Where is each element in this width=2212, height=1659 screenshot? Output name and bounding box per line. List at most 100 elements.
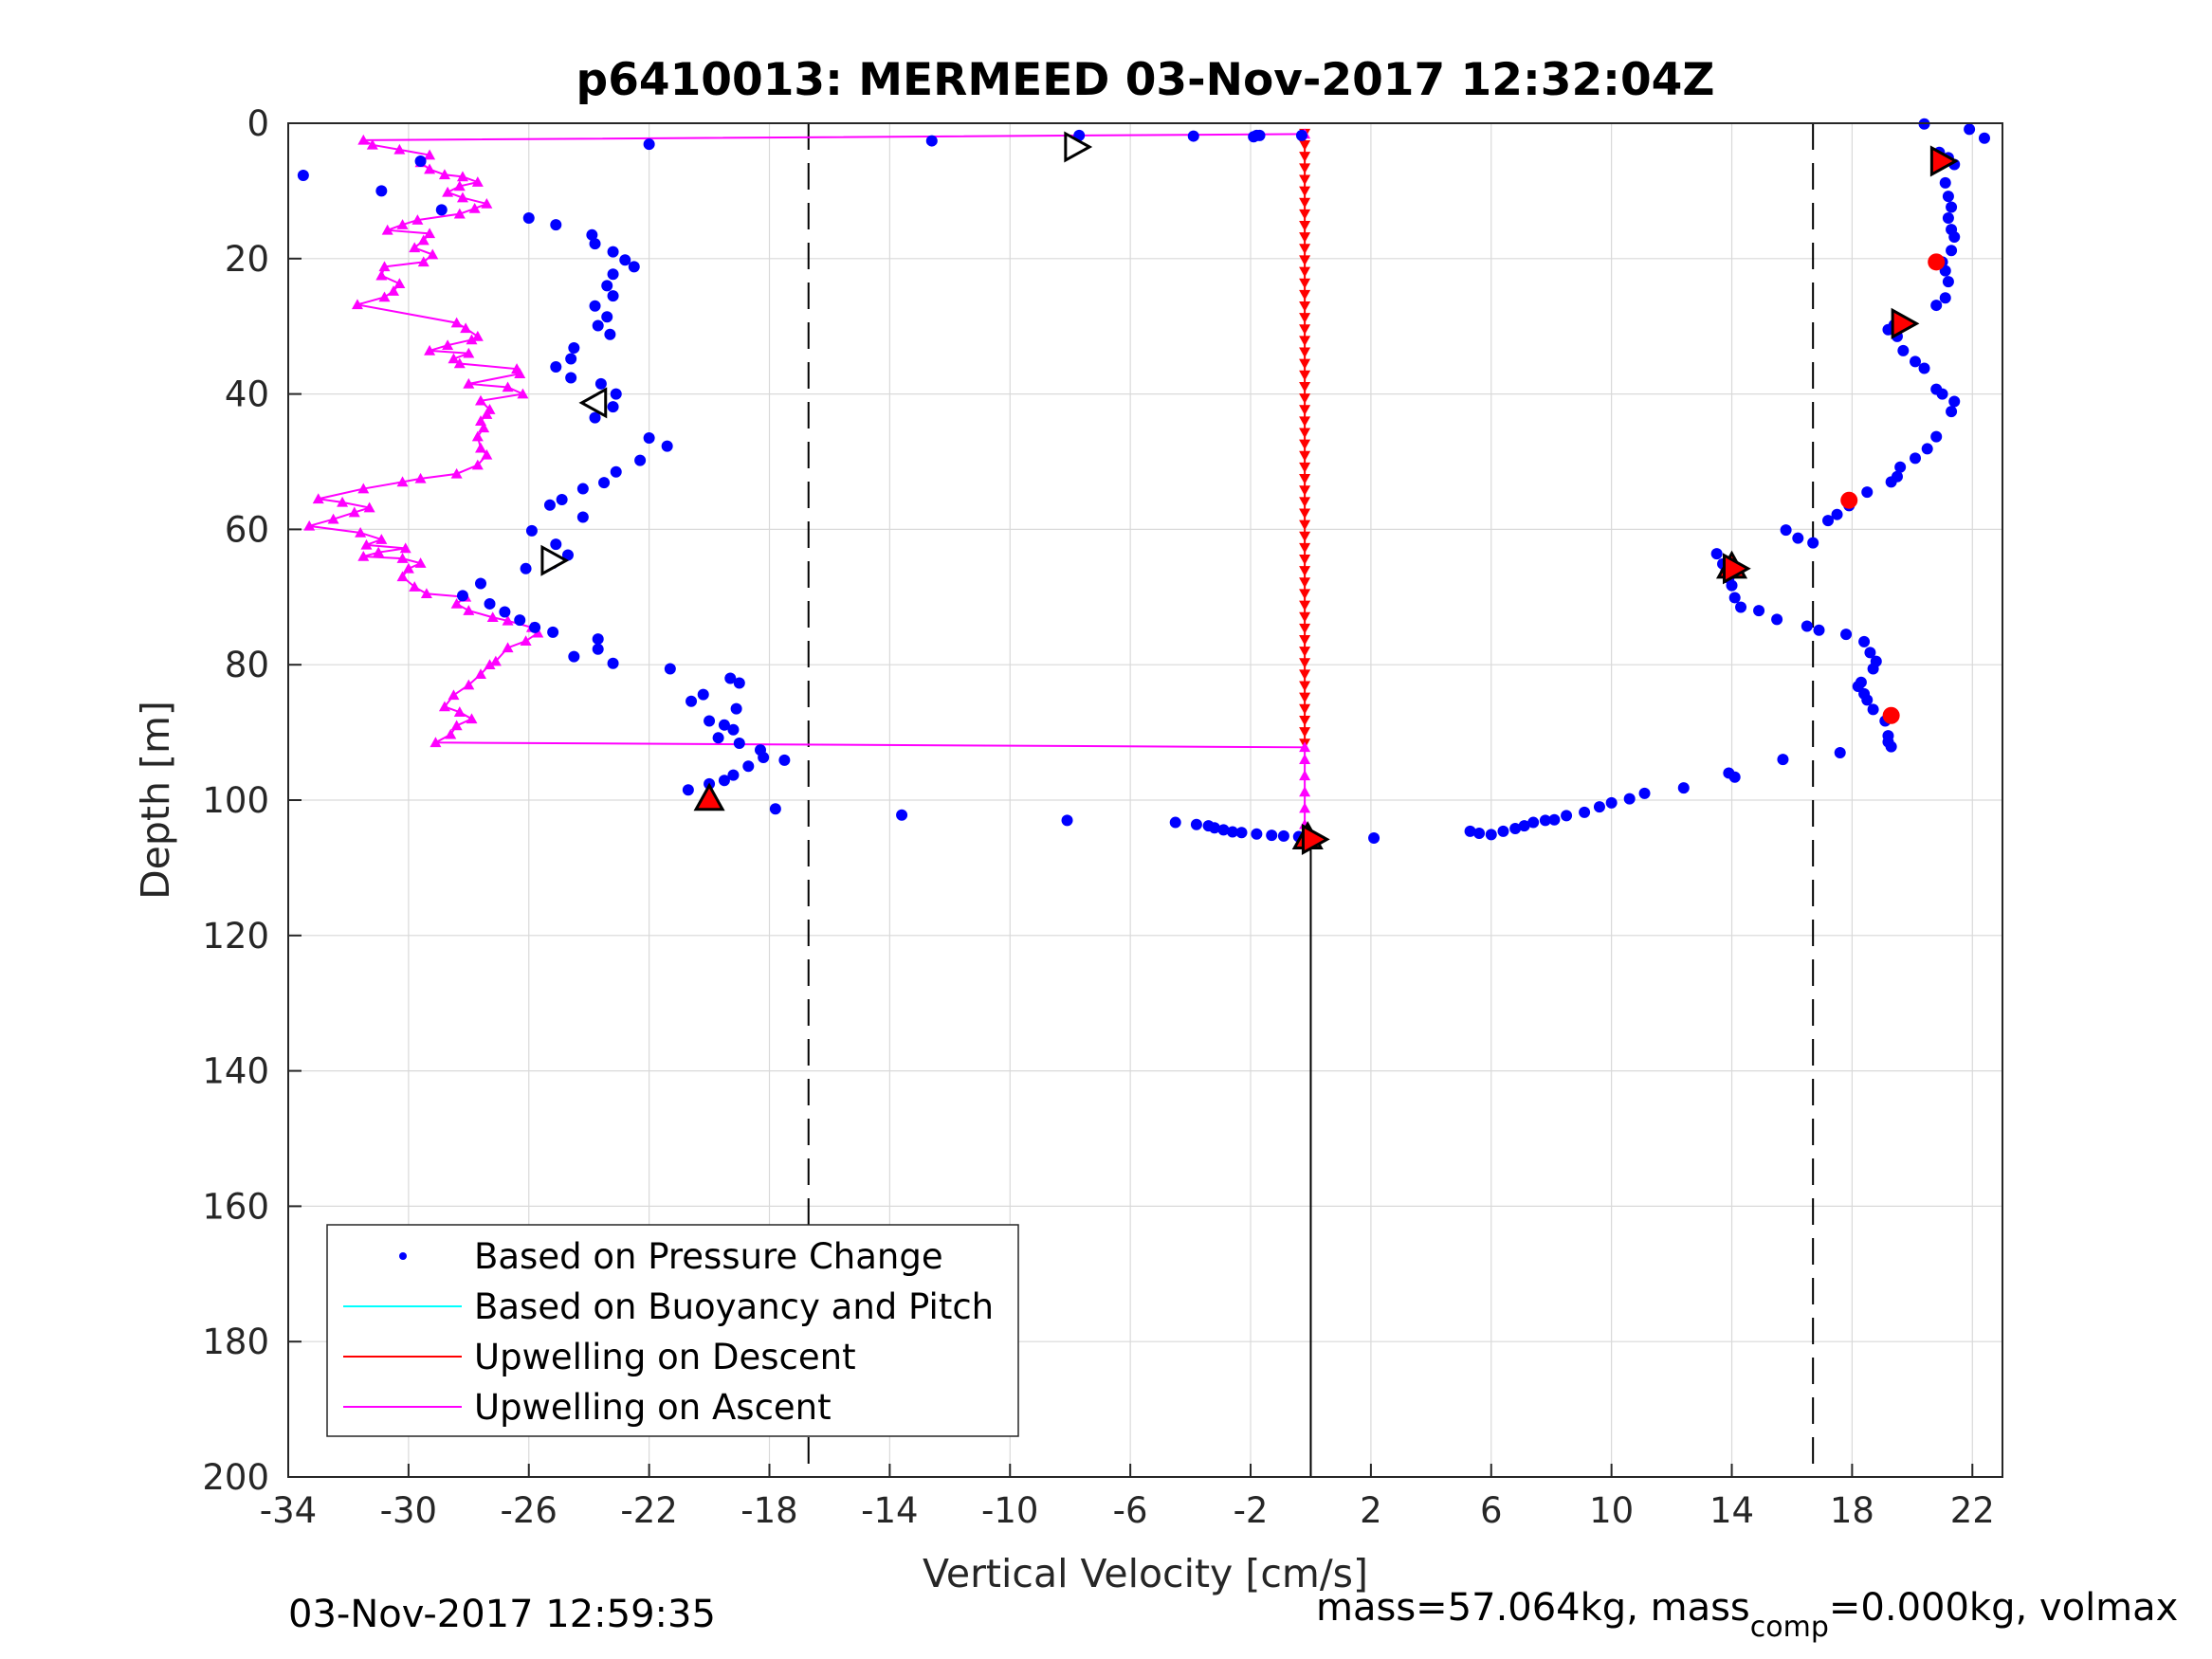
pressure-point bbox=[1579, 806, 1591, 818]
pressure-point bbox=[592, 319, 604, 332]
descent-point bbox=[1299, 301, 1311, 312]
pressure-point bbox=[1735, 601, 1747, 613]
ascent-point bbox=[424, 149, 436, 160]
pressure-point bbox=[1855, 676, 1867, 688]
pressure-point bbox=[1894, 461, 1907, 473]
pressure-point bbox=[1930, 300, 1943, 312]
event-marker-circle bbox=[1882, 706, 1900, 724]
x-tick-label: 14 bbox=[1709, 1490, 1754, 1531]
descent-point bbox=[1299, 152, 1311, 162]
ascent-point bbox=[448, 689, 460, 701]
pressure-point bbox=[514, 614, 526, 627]
x-tick-label: 2 bbox=[1360, 1490, 1382, 1531]
pressure-point bbox=[1728, 592, 1741, 604]
descent-point bbox=[1299, 520, 1311, 531]
descent-point bbox=[1299, 278, 1311, 289]
pressure-point bbox=[484, 597, 496, 610]
pressure-point bbox=[589, 411, 601, 424]
pressure-point bbox=[601, 311, 613, 323]
y-tick-label: 160 bbox=[202, 1186, 269, 1227]
descent-point bbox=[1299, 289, 1311, 301]
descent-point bbox=[1299, 428, 1311, 439]
pressure-point bbox=[1217, 824, 1230, 836]
ascent-point bbox=[1299, 770, 1311, 781]
descent-point bbox=[1299, 370, 1311, 381]
pressure-point bbox=[375, 185, 388, 197]
footer-mass-subscript: comp bbox=[1750, 1611, 1829, 1644]
ascent-point bbox=[378, 291, 391, 302]
descent-point bbox=[1299, 600, 1311, 611]
y-tick-label: 60 bbox=[225, 509, 269, 550]
descent-point bbox=[1299, 358, 1311, 370]
footer-mass-part2: =0.000kg, volmax bbox=[1829, 1586, 2178, 1630]
pressure-point bbox=[1638, 787, 1651, 799]
pressure-point bbox=[1266, 830, 1278, 842]
event-marker-triangle bbox=[693, 782, 725, 811]
pressure-point bbox=[1939, 292, 1951, 304]
pressure-point bbox=[522, 211, 535, 224]
pressure-point bbox=[1497, 825, 1509, 837]
pressure-point bbox=[550, 538, 562, 551]
ascent-point bbox=[456, 191, 468, 203]
pressure-point bbox=[589, 238, 601, 250]
pressure-point bbox=[499, 606, 511, 618]
descent-point bbox=[1299, 174, 1311, 186]
pressure-point bbox=[1858, 635, 1871, 647]
pressure-point bbox=[1593, 801, 1605, 813]
legend-label-ascent: Upwelling on Ascent bbox=[474, 1387, 832, 1428]
pressure-point bbox=[1870, 655, 1882, 667]
ascent-point bbox=[360, 538, 373, 550]
descent-point bbox=[1299, 623, 1311, 634]
descent-point bbox=[1299, 163, 1311, 174]
ascent-point bbox=[417, 234, 430, 246]
pressure-point bbox=[1897, 344, 1910, 356]
pressure-point bbox=[1464, 825, 1476, 837]
ascent-point bbox=[1299, 741, 1311, 753]
x-tick-label: -6 bbox=[1113, 1490, 1148, 1531]
pressure-point bbox=[1942, 191, 1954, 203]
pressure-point bbox=[628, 261, 640, 273]
pressure-point bbox=[610, 388, 622, 400]
ascent-point bbox=[475, 394, 487, 406]
x-tick-labels: -34 -30 -26 -22 -18 -14 -10 -6 -2 2 6 10 14 18 22 bbox=[260, 1464, 1995, 1531]
descent-marker-layer bbox=[1299, 128, 1311, 750]
ascent-point bbox=[471, 176, 484, 187]
pressure-point bbox=[561, 549, 574, 561]
ascent-point bbox=[475, 442, 487, 453]
ascent-point bbox=[303, 520, 316, 531]
ascent-point bbox=[424, 163, 436, 174]
pressure-point bbox=[607, 246, 619, 258]
footer-timestamp: 03-Nov-2017 12:59:35 bbox=[288, 1593, 716, 1636]
descent-point bbox=[1299, 405, 1311, 416]
event-marker-triangle bbox=[1301, 823, 1330, 855]
pressure-point bbox=[718, 719, 730, 731]
descent-point bbox=[1299, 647, 1311, 657]
ascent-point bbox=[396, 476, 409, 487]
descent-point bbox=[1299, 485, 1311, 496]
x-tick-label: -18 bbox=[740, 1490, 797, 1531]
pressure-point bbox=[1728, 771, 1741, 783]
pressure-point bbox=[718, 775, 730, 787]
pressure-point bbox=[607, 268, 619, 281]
pressure-point bbox=[1882, 730, 1894, 742]
pressure-point bbox=[1834, 747, 1846, 759]
ascent-point bbox=[481, 448, 493, 460]
ascent-point bbox=[327, 513, 339, 524]
pressure-point bbox=[769, 803, 781, 815]
ascent-point bbox=[466, 713, 478, 724]
descent-point bbox=[1299, 197, 1311, 209]
descent-point bbox=[1299, 681, 1311, 692]
legend-box bbox=[326, 1224, 1019, 1437]
pressure-point bbox=[686, 695, 698, 707]
pressure-point bbox=[525, 524, 538, 537]
pressure-point bbox=[1861, 486, 1874, 499]
descent-point bbox=[1299, 462, 1311, 473]
pressure-point bbox=[1368, 831, 1380, 844]
ascent-point bbox=[502, 614, 514, 626]
ascent-point bbox=[463, 347, 475, 358]
pressure-point bbox=[543, 499, 556, 511]
ascent-point bbox=[396, 219, 409, 229]
pressure-point bbox=[1208, 822, 1220, 834]
ascent-point bbox=[312, 493, 324, 504]
